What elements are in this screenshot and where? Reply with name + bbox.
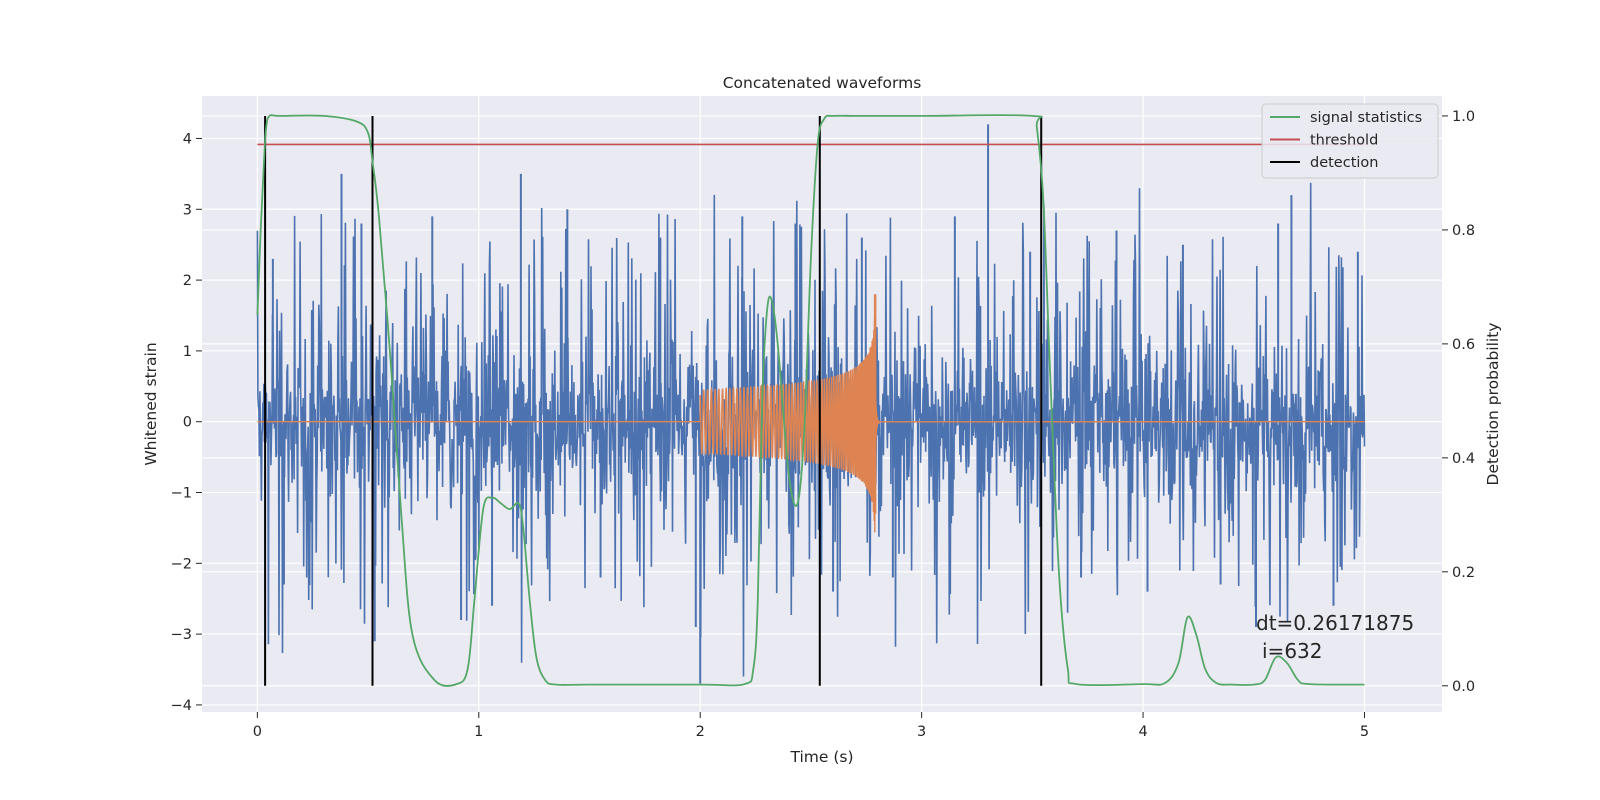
- annotation-dt: dt=0.26171875: [1256, 611, 1414, 635]
- y2-tick-label: 0.6: [1452, 337, 1475, 353]
- y2-tick-label: 0.0: [1452, 679, 1475, 695]
- plot-series: [256, 114, 1366, 687]
- x-tick-label: 1: [474, 724, 483, 740]
- y-tick-label: 3: [183, 202, 192, 218]
- legend-label: signal statistics: [1310, 110, 1422, 126]
- y-tick-label: −1: [171, 486, 192, 502]
- annotation: dt=0.26171875 i=632: [1256, 611, 1414, 663]
- legend-label: threshold: [1310, 133, 1378, 149]
- y-axis-label: Whitened strain: [142, 342, 160, 465]
- signal-statistics-line: [256, 114, 1365, 687]
- chart-title: Concatenated waveforms: [723, 74, 922, 92]
- x-axis-label: Time (s): [789, 748, 853, 766]
- y2-axis-label: Detection probability: [1484, 323, 1502, 486]
- x-tick-label: 4: [1138, 724, 1147, 740]
- legend: signal statistics threshold detection: [1261, 103, 1439, 179]
- y2-tick-label: 0.4: [1452, 451, 1475, 467]
- x-tick-label: 2: [696, 724, 705, 740]
- x-tick-label: 5: [1360, 724, 1369, 740]
- legend-box: [1261, 103, 1439, 179]
- x-tick-label: 0: [253, 724, 262, 740]
- y-tick-label: −2: [171, 556, 192, 572]
- y2-tick-label: 0.8: [1452, 223, 1475, 239]
- y-tick-label: −3: [171, 627, 192, 643]
- y2-tick-label: 1.0: [1452, 109, 1475, 125]
- legend-label: detection: [1310, 155, 1378, 171]
- y2-tick-label: 0.2: [1452, 565, 1475, 581]
- waveform-series-line: [257, 315, 1365, 533]
- axis-ticks: 0 1 2 3 4 5 −4 −3 −2 −1 0 1 2 3 4 0.0 0.2 0.4 0.6 0.8 1.0: [171, 109, 1475, 740]
- y-tick-label: 1: [183, 344, 192, 360]
- y-tick-label: −4: [171, 698, 192, 714]
- y-tick-label: 2: [183, 273, 192, 289]
- annotation-i: i=632: [1262, 639, 1323, 663]
- y-tick-label: 0: [183, 415, 192, 431]
- y-tick-label: 4: [183, 131, 192, 147]
- x-tick-label: 3: [917, 724, 926, 740]
